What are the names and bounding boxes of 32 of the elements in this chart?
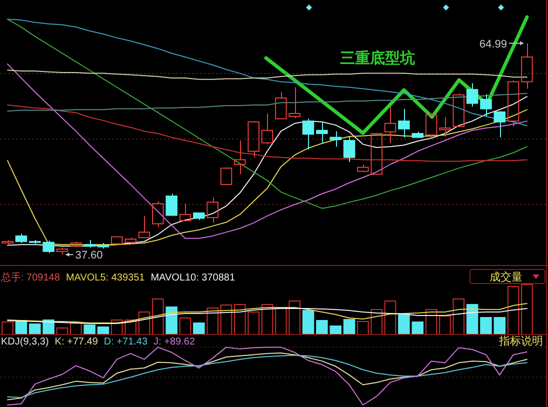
bar	[302, 310, 314, 335]
bar	[152, 298, 164, 335]
bar	[166, 306, 178, 335]
annotation: 64.99	[479, 38, 507, 50]
bar	[507, 286, 520, 335]
annotation: 37.60	[75, 250, 103, 262]
candlestick	[398, 108, 410, 138]
candlestick	[480, 94, 492, 117]
annotation: 指标说明	[498, 336, 543, 348]
candlestick	[384, 106, 396, 144]
chart-title: KDJ(9,3,3)	[1, 336, 49, 348]
candlestick	[439, 116, 451, 137]
candlestick	[316, 121, 328, 144]
text: D: +71.43	[104, 336, 148, 348]
bar	[220, 304, 232, 335]
candlestick	[330, 130, 342, 148]
candlestick	[234, 140, 246, 175]
annotation: 三重底型坑	[340, 49, 415, 67]
text: 总手: 709148	[0, 272, 60, 284]
bar	[425, 309, 438, 335]
series-label: J: +89.62	[154, 336, 196, 348]
bar	[261, 304, 274, 335]
text: MAVOL5: 439351	[66, 272, 146, 284]
bar	[343, 319, 356, 335]
bar	[193, 322, 205, 335]
bar	[521, 284, 533, 335]
text: 成交量	[490, 270, 522, 284]
bar	[206, 308, 218, 335]
text: K: +77.49	[54, 336, 98, 348]
text: MAVOL10: 370881	[150, 272, 236, 284]
bar	[384, 300, 396, 335]
bar	[84, 324, 96, 335]
